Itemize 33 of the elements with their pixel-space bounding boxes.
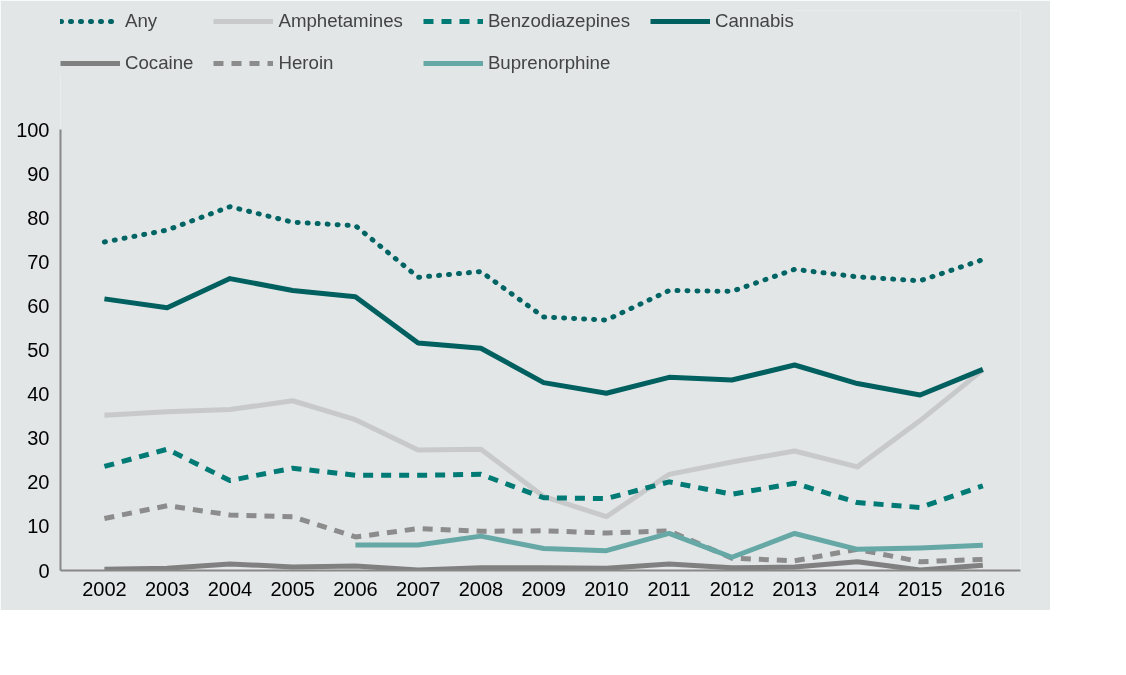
legend-label: Benzodiazepines — [487, 10, 630, 32]
y-tick-label: 90 — [27, 162, 50, 185]
x-tick-label: 2004 — [207, 577, 253, 600]
y-tick-label: 40 — [27, 383, 50, 406]
y-tick-label: 70 — [27, 250, 50, 273]
y-tick-label: 30 — [27, 427, 50, 450]
legend-label: Cocaine — [125, 52, 194, 74]
legend-label: Cannabis — [715, 10, 794, 32]
x-tick-label: 2009 — [521, 577, 566, 600]
legend-label: Heroin — [278, 52, 334, 74]
y-tick-label: 0 — [38, 559, 50, 582]
x-tick-label: 2003 — [144, 577, 190, 600]
x-tick-label: 2002 — [82, 577, 127, 600]
legend-label: Buprenorphine — [487, 52, 611, 74]
x-tick-label: 2010 — [584, 577, 629, 600]
legend-label: Any — [125, 10, 158, 32]
x-tick-label: 2006 — [333, 577, 378, 600]
y-tick-label: 100 — [16, 118, 50, 141]
legend-label: Amphetamines — [278, 10, 403, 32]
x-tick-label: 2007 — [395, 577, 441, 600]
y-tick-label: 60 — [27, 294, 50, 317]
x-tick-label: 2008 — [458, 577, 504, 600]
x-tick-label: 2011 — [647, 577, 691, 600]
y-tick-label: 80 — [27, 206, 50, 229]
x-tick-label: 2015 — [897, 577, 943, 600]
x-tick-label: 2016 — [960, 577, 1006, 600]
x-tick-label: 2012 — [709, 577, 755, 600]
x-tick-label: 2005 — [270, 577, 315, 600]
x-tick-label: 2014 — [835, 577, 880, 600]
y-tick-label: 50 — [27, 339, 50, 362]
x-tick-label: 2013 — [772, 577, 817, 600]
y-tick-label: 20 — [27, 471, 50, 494]
y-tick-label: 10 — [27, 515, 50, 538]
